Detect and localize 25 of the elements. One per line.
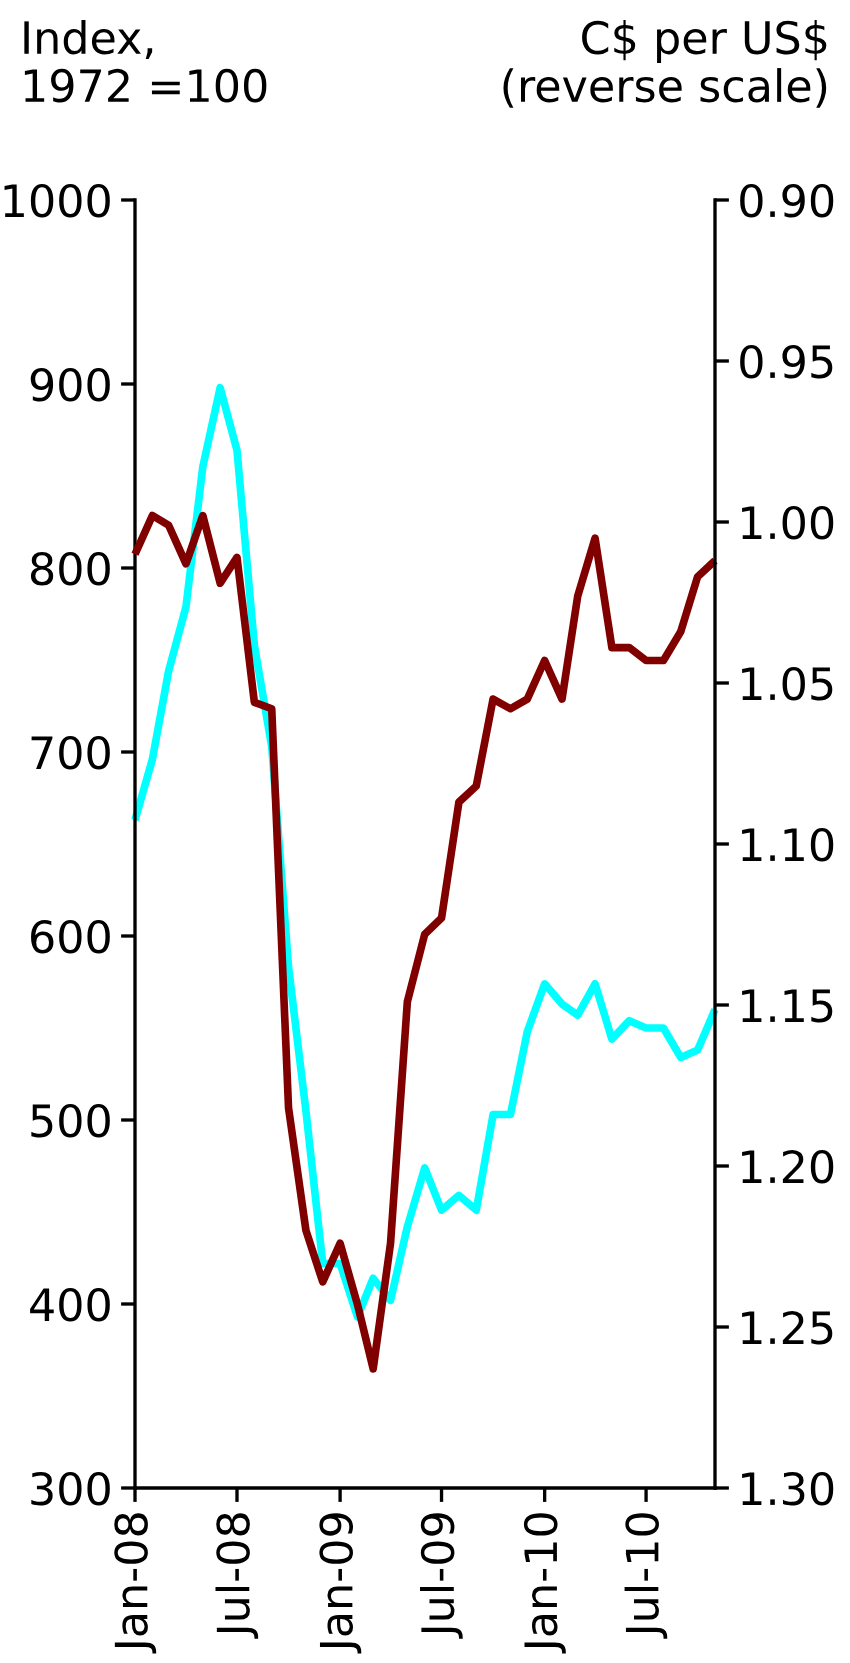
y2-tick-label: 0.90 <box>740 183 834 218</box>
y2-tick-label: 1.30 <box>742 1471 834 1506</box>
y2-tick-label: 1.00 <box>742 505 834 540</box>
y-tick-label: 300 <box>31 1471 110 1506</box>
x-tick-label: Jan-08 <box>114 1513 157 1654</box>
y-tick-label: 600 <box>31 919 110 954</box>
y-tick-label: 900 <box>30 367 110 402</box>
y-tick-label: 800 <box>30 551 110 586</box>
x-tick-label: Jul-09 <box>420 1513 463 1639</box>
x-tick-label: Jan-09 <box>319 1513 362 1654</box>
y2-tick-label: 1.10 <box>742 827 834 862</box>
y2-tick-label: 1.25 <box>742 1310 833 1345</box>
y2-tick-label: 1.15 <box>742 989 833 1023</box>
x-tick-label: Jan-10 <box>523 1513 566 1654</box>
x-tick-label: Jul-10 <box>624 1513 668 1639</box>
y2-tick-label: 0.95 <box>740 344 833 379</box>
y-tick-label: 1000 <box>4 183 110 218</box>
y-tick-label: 700 <box>31 735 110 770</box>
y-axis-title: Index, 1972 =100 <box>24 20 267 103</box>
y2-axis-title: C$ per US$ (reverse scale) <box>503 20 827 108</box>
y-tick-label: 500 <box>31 1103 110 1138</box>
x-tick-label: Jul-08 <box>215 1513 259 1639</box>
y2-tick-label: 1.05 <box>742 666 833 701</box>
y2-tick-label: 1.20 <box>742 1149 834 1184</box>
y-tick-label: 400 <box>30 1287 110 1322</box>
